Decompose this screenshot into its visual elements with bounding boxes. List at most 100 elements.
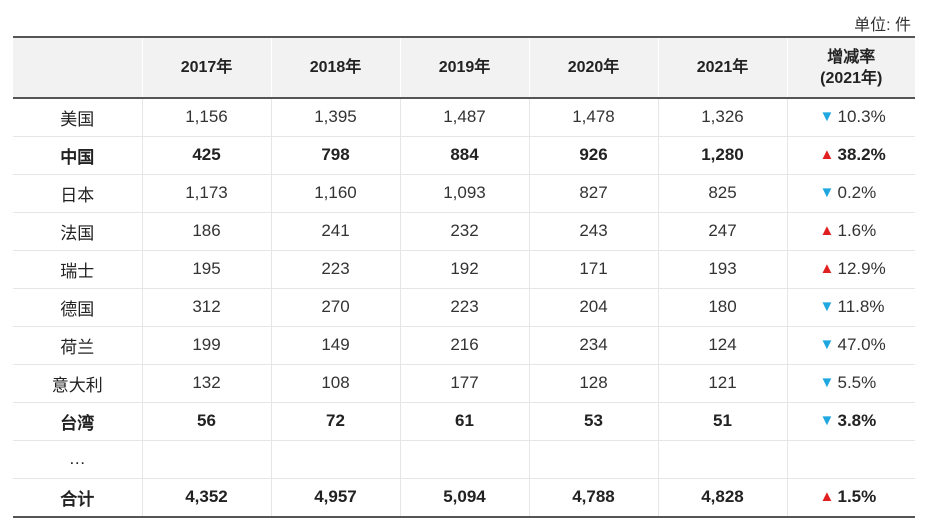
- value-cell-2018: 1,395: [270, 98, 400, 137]
- country-cell: 法国: [13, 212, 142, 251]
- triangle-down-icon: ▼: [819, 374, 835, 391]
- value-cell-2019: 216: [399, 326, 529, 365]
- value-cell-2021: 121: [657, 364, 787, 403]
- country-cell: 意大利: [13, 364, 142, 403]
- total-value-2019: 5,094: [399, 477, 529, 518]
- value-cell-2019: 1,093: [399, 174, 529, 213]
- rate-value: 1.6%: [837, 221, 877, 240]
- rate-value: 12.9%: [837, 259, 886, 278]
- value-cell-2021: 1,280: [657, 136, 787, 175]
- rate-value: 10.3%: [837, 107, 886, 127]
- table-row: 德国 312 270 223 204 180 ▼ 11.8%: [13, 288, 915, 327]
- value-cell-2018: 798: [270, 136, 400, 175]
- header-row: 2017年 2018年 2019年 2020年 2021年 增减率 (2021年…: [13, 36, 915, 99]
- value-cell-2017: 425: [141, 136, 271, 175]
- value-cell-2017: 312: [141, 288, 271, 327]
- rate-cell: ▲ 38.2%: [786, 136, 915, 175]
- total-value-2018: 4,957: [270, 477, 400, 518]
- total-row: 合计 4,352 4,957 5,094 4,788 4,828 ▲ 1.5%: [13, 477, 915, 518]
- value-cell-2021: 124: [657, 326, 787, 365]
- value-cell-2020: 128: [528, 364, 658, 403]
- total-value-2021: 4,828: [657, 477, 787, 518]
- ellipsis-cell: …: [13, 440, 142, 479]
- value-cell-2017: 199: [141, 326, 271, 365]
- value-cell-2020: 234: [528, 326, 658, 365]
- rate-cell: ▲ 1.6%: [786, 212, 915, 251]
- triangle-down-icon: ▼: [819, 412, 835, 429]
- table-row: 日本 1,173 1,160 1,093 827 825 ▼ 0.2%: [13, 174, 915, 213]
- value-cell-2019: 61: [399, 402, 529, 441]
- triangle-down-icon: ▼: [819, 108, 835, 126]
- rate-cell: ▼ 0.2%: [786, 174, 915, 213]
- value-cell-2020: 243: [528, 212, 658, 251]
- country-cell: 荷兰: [13, 326, 142, 365]
- rate-cell: ▼ 11.8%: [786, 288, 915, 327]
- empty-cell: [399, 440, 529, 479]
- header-rate-line1: 增减率: [827, 48, 876, 66]
- triangle-up-icon: ▲: [819, 488, 835, 506]
- header-country: [13, 36, 142, 99]
- country-cell: 中国: [13, 136, 142, 175]
- rate-cell: ▼ 3.8%: [786, 402, 915, 441]
- value-cell-2020: 1,478: [528, 98, 658, 137]
- table-row: 台湾 56 72 61 53 51 ▼ 3.8%: [13, 402, 915, 441]
- header-2021: 2021年: [657, 36, 787, 99]
- ellipsis-row: …: [13, 440, 915, 479]
- rate-value: 38.2%: [837, 145, 886, 164]
- triangle-down-icon: ▼: [819, 336, 835, 353]
- value-cell-2021: 825: [657, 174, 787, 213]
- value-cell-2017: 56: [141, 402, 271, 441]
- country-cell: 德国: [13, 288, 142, 327]
- value-cell-2021: 1,326: [657, 98, 787, 137]
- value-cell-2018: 270: [270, 288, 400, 327]
- value-cell-2017: 132: [141, 364, 271, 403]
- value-cell-2018: 241: [270, 212, 400, 251]
- rate-value: 3.8%: [837, 411, 877, 430]
- total-value-2017: 4,352: [141, 477, 271, 518]
- triangle-down-icon: ▼: [819, 184, 835, 201]
- table-row: 瑞士 195 223 192 171 193 ▲ 12.9%: [13, 250, 915, 289]
- data-table: 2017年 2018年 2019年 2020年 2021年 增减率 (2021年…: [13, 36, 915, 518]
- total-label: 合计: [13, 477, 142, 518]
- total-rate-value: 1.5%: [837, 487, 877, 507]
- triangle-up-icon: ▲: [819, 260, 835, 277]
- table-body: 美国 1,156 1,395 1,487 1,478 1,326 ▼ 10.3% 中国 425 79…: [13, 98, 915, 518]
- country-cell: 瑞士: [13, 250, 142, 289]
- country-cell: 美国: [13, 98, 142, 137]
- empty-cell: [657, 440, 787, 479]
- empty-cell: [528, 440, 658, 479]
- value-cell-2021: 193: [657, 250, 787, 289]
- header-2020: 2020年: [528, 36, 658, 99]
- header-2019: 2019年: [399, 36, 529, 99]
- value-cell-2021: 247: [657, 212, 787, 251]
- value-cell-2018: 1,160: [270, 174, 400, 213]
- triangle-up-icon: ▲: [819, 146, 835, 163]
- empty-cell: [786, 440, 915, 479]
- rate-value: 5.5%: [837, 373, 877, 392]
- table-row: 荷兰 199 149 216 234 124 ▼ 47.0%: [13, 326, 915, 365]
- rate-cell: ▼ 5.5%: [786, 364, 915, 403]
- value-cell-2021: 180: [657, 288, 787, 327]
- value-cell-2017: 1,156: [141, 98, 271, 137]
- triangle-down-icon: ▼: [819, 298, 835, 315]
- value-cell-2017: 195: [141, 250, 271, 289]
- empty-cell: [270, 440, 400, 479]
- value-cell-2020: 926: [528, 136, 658, 175]
- empty-cell: [141, 440, 271, 479]
- rate-value: 0.2%: [837, 183, 877, 202]
- rate-cell: ▼ 10.3%: [786, 98, 915, 137]
- value-cell-2019: 177: [399, 364, 529, 403]
- country-cell: 台湾: [13, 402, 142, 441]
- rate-value: 47.0%: [837, 335, 886, 354]
- value-cell-2018: 72: [270, 402, 400, 441]
- table-row: 美国 1,156 1,395 1,487 1,478 1,326 ▼ 10.3%: [13, 98, 915, 137]
- value-cell-2017: 1,173: [141, 174, 271, 213]
- table-row: 意大利 132 108 177 128 121 ▼ 5.5%: [13, 364, 915, 403]
- rate-cell: ▼ 47.0%: [786, 326, 915, 365]
- table-row: 法国 186 241 232 243 247 ▲ 1.6%: [13, 212, 915, 251]
- value-cell-2019: 232: [399, 212, 529, 251]
- rate-cell: ▲ 12.9%: [786, 250, 915, 289]
- value-cell-2020: 204: [528, 288, 658, 327]
- triangle-up-icon: ▲: [819, 222, 835, 239]
- value-cell-2019: 1,487: [399, 98, 529, 137]
